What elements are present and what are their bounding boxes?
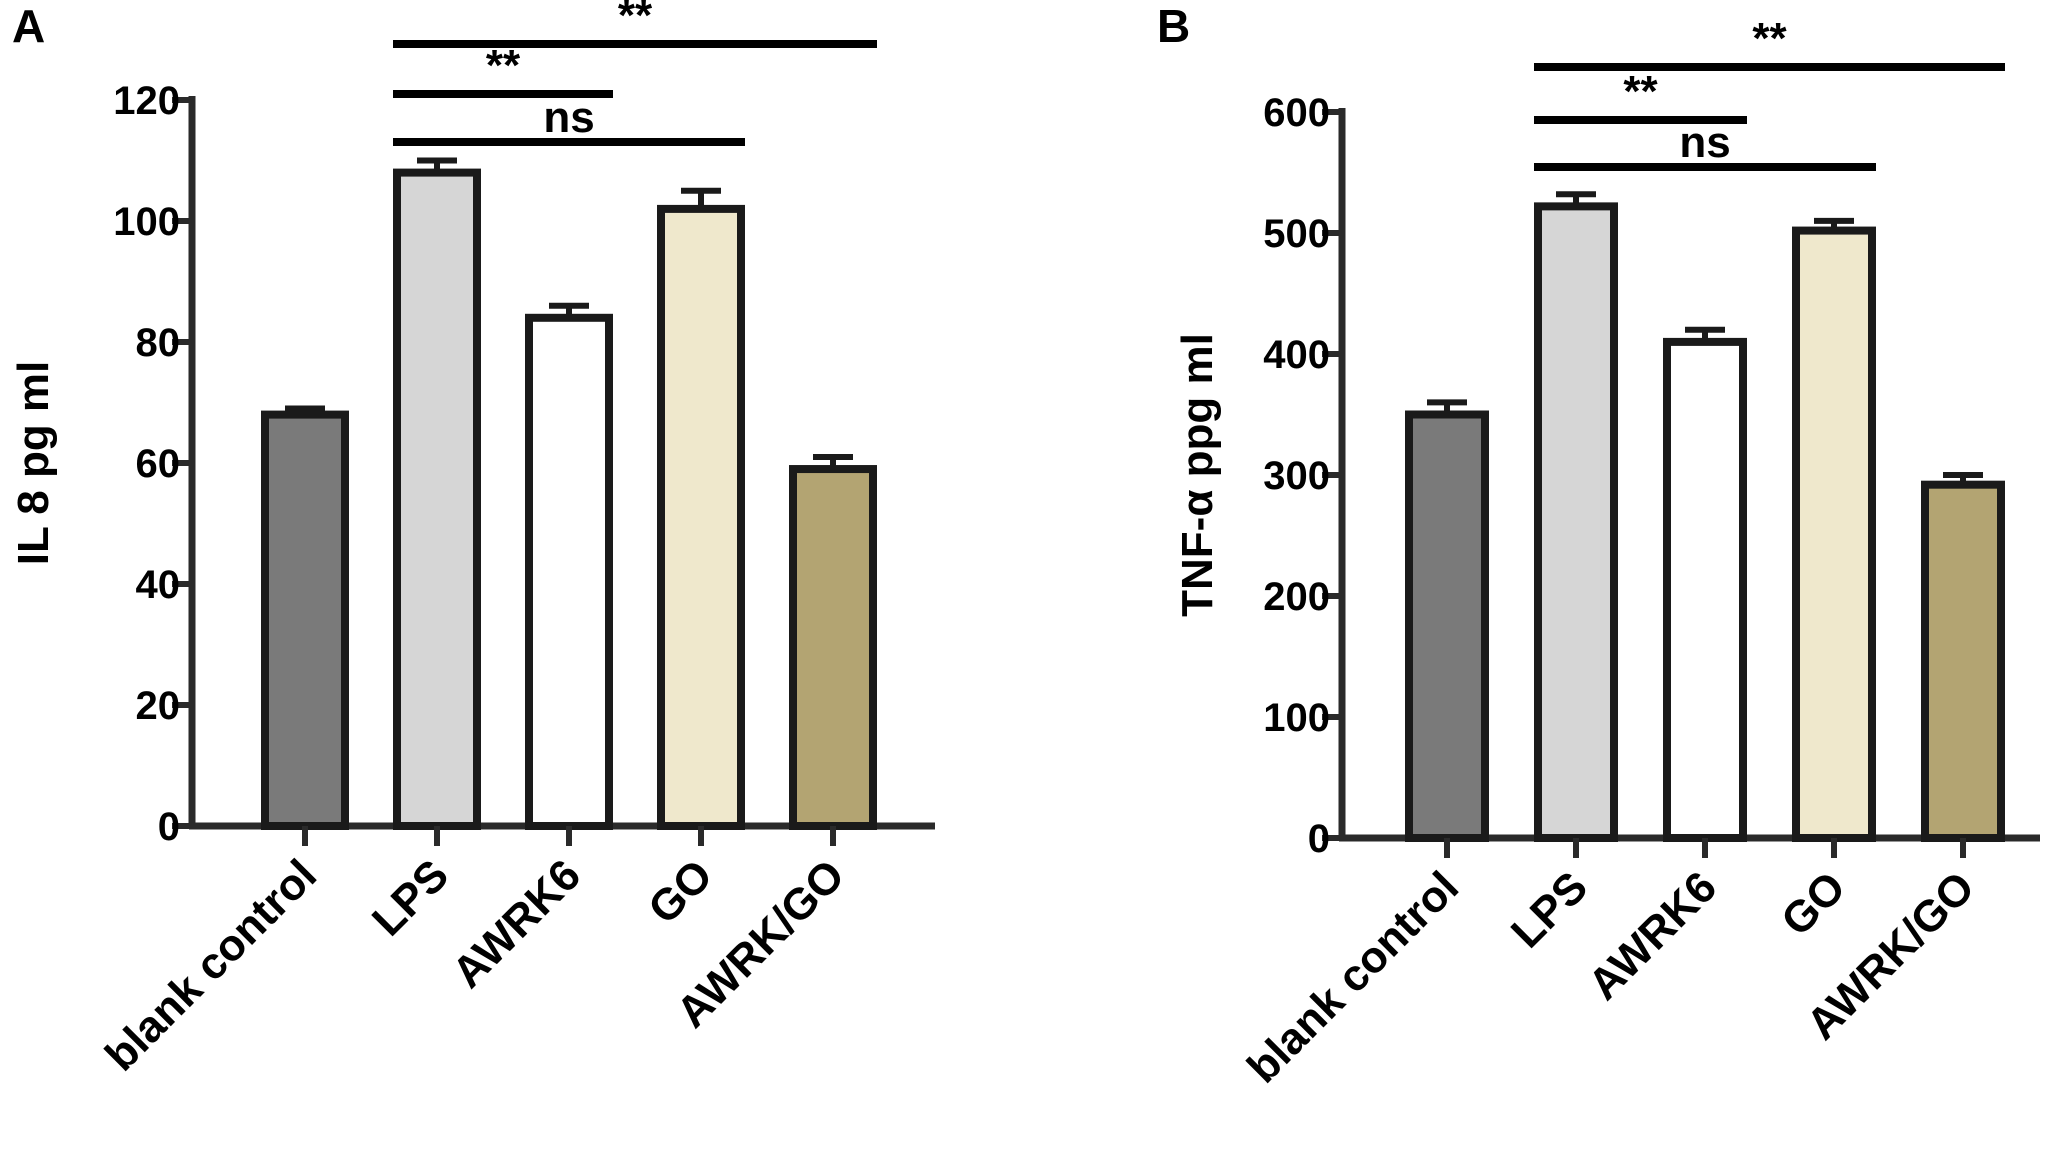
bar-awrk-go <box>789 465 877 830</box>
bar-blank-control <box>1405 410 1489 842</box>
significance-label: ns <box>1679 118 1730 167</box>
significance-label: ** <box>618 0 653 40</box>
x-tick-label: LPS <box>363 850 458 945</box>
bar-lps <box>393 168 481 831</box>
significance-label: ** <box>1623 67 1658 116</box>
bar-go <box>657 204 745 830</box>
y-tick-label: 80 <box>136 321 181 365</box>
significance-label: ** <box>486 41 521 90</box>
y-tick-label: 20 <box>136 684 181 728</box>
x-tick-label: LPS <box>1502 862 1597 957</box>
y-tick-label: 500 <box>1263 212 1330 256</box>
bar-awrk6 <box>1663 337 1747 842</box>
panel-a: A IL 8 pg ml 0 20 40 60 80 100 120 blank control L… <box>9 0 935 1080</box>
significance-label: ns <box>543 93 594 142</box>
y-tick-label: 300 <box>1263 454 1330 498</box>
x-tick-label: GO <box>1772 862 1855 945</box>
y-tick-label: 60 <box>136 442 181 486</box>
bar-awrk-go <box>1921 480 2005 842</box>
panel-b: B TNF-α ppg ml 0 100 200 300 400 500 600 blank co… <box>1157 0 2040 1092</box>
panel-label: A <box>12 0 45 52</box>
x-tick-label: blank control <box>1238 862 1468 1092</box>
bar-lps <box>1534 202 1618 842</box>
bar-blank-control <box>261 410 349 830</box>
y-tick-label: 120 <box>113 79 180 123</box>
y-tick-label: 400 <box>1263 333 1330 377</box>
y-tick-label: 0 <box>158 805 180 849</box>
y-tick-label: 40 <box>136 563 181 607</box>
y-tick-label: 100 <box>113 200 180 244</box>
bar-go <box>1792 226 1876 842</box>
y-axis-label: IL 8 pg ml <box>9 361 58 566</box>
y-tick-label: 0 <box>1308 817 1330 861</box>
significance-label: ** <box>1752 14 1787 63</box>
y-tick-label: 100 <box>1263 696 1330 740</box>
x-tick-label: AWRK6 <box>1579 862 1726 1009</box>
x-tick-label: AWRK6 <box>443 850 590 997</box>
bar-awrk6 <box>525 313 613 830</box>
y-tick-label: 200 <box>1263 575 1330 619</box>
y-tick-label: 600 <box>1263 91 1330 135</box>
panel-label: B <box>1157 0 1190 52</box>
x-tick-label: GO <box>639 850 722 933</box>
y-axis-label: TNF-α ppg ml <box>1173 333 1222 617</box>
x-tick-label: blank control <box>96 850 326 1080</box>
